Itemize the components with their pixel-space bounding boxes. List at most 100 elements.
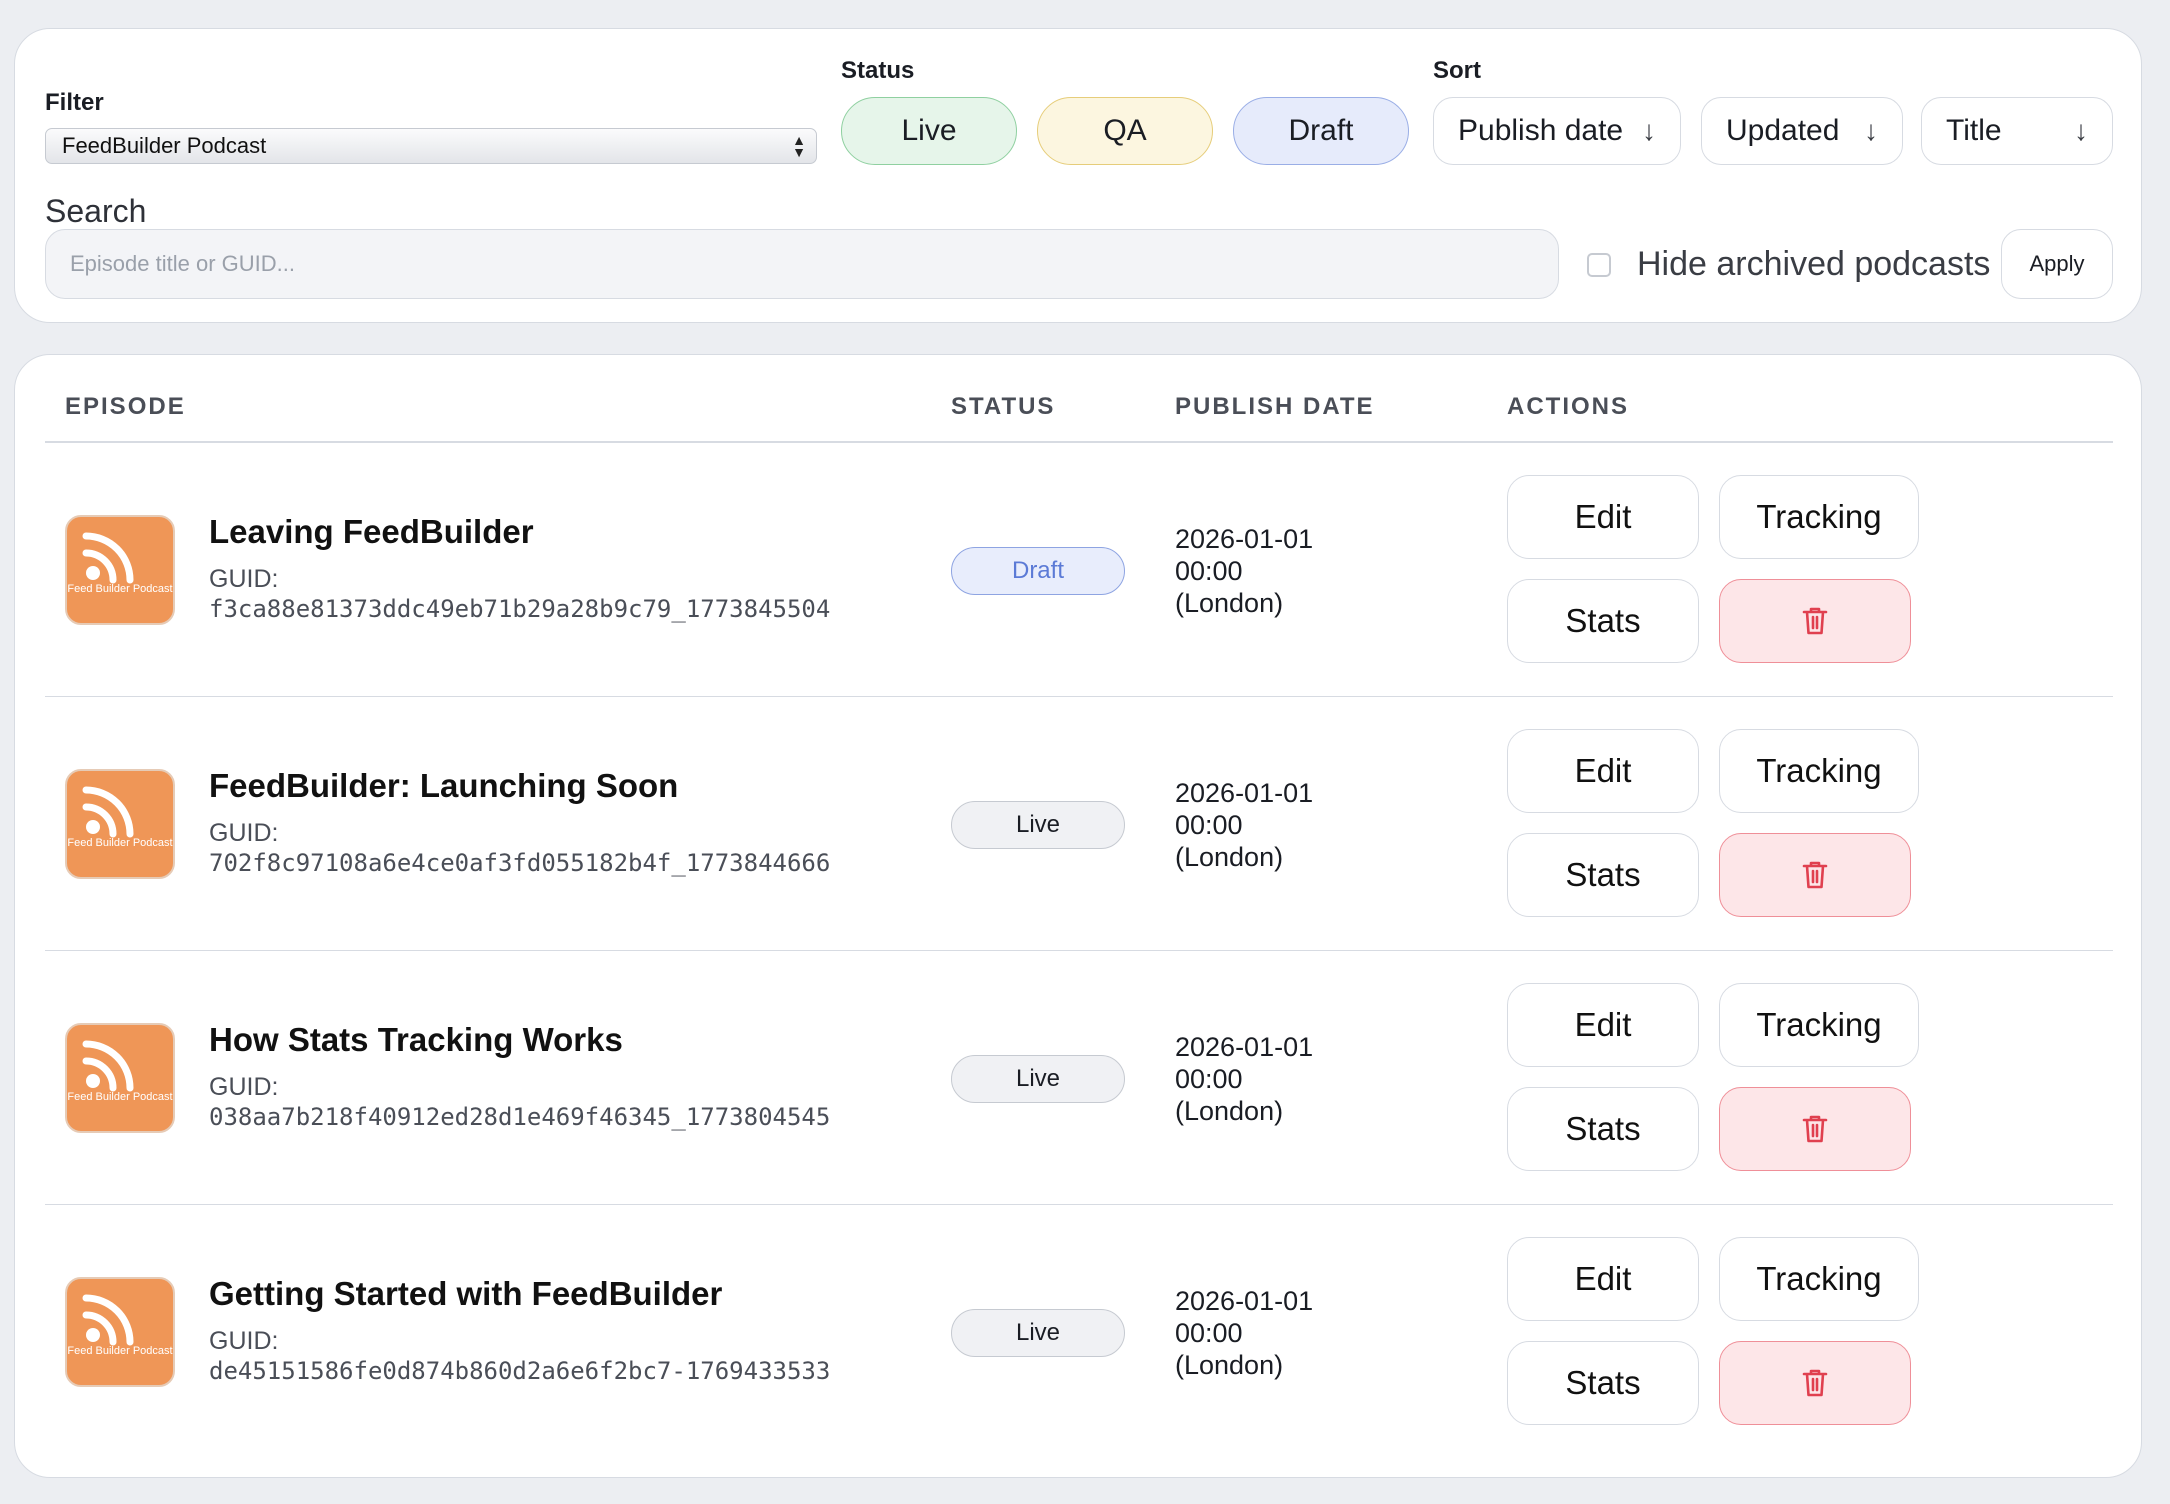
status-filter-draft[interactable]: Draft (1233, 97, 1409, 165)
delete-button[interactable] (1719, 579, 1911, 663)
sort-label: Sort (1433, 57, 1481, 84)
episode-title[interactable]: How Stats Tracking Works (209, 1021, 623, 1058)
thumbnail-caption: Feed Builder Podcast (67, 1091, 173, 1103)
status-filter-qa[interactable]: QA (1037, 97, 1213, 165)
publish-date-time: 00:00 (1175, 810, 1243, 840)
podcast-thumbnail: Feed Builder Podcast (65, 1277, 175, 1387)
episode-guid: f3ca88e81373ddc49eb71b29a28b9c79_1773845… (209, 595, 831, 623)
publish-date: 2026-01-01 00:00 (London) (1175, 1285, 1313, 1381)
column-header-episode: EPISODE (65, 393, 186, 420)
episode-guid: de45151586fe0d874b860d2a6e6f2bc7-1769433… (209, 1357, 831, 1385)
filter-panel: Filter FeedBuilder Podcast ▲ ▼ Status Liv… (14, 28, 2142, 323)
podcast-thumbnail: Feed Builder Podcast (65, 515, 175, 625)
column-header-status: STATUS (951, 393, 1056, 420)
guid-label: GUID: (209, 565, 279, 593)
rss-icon (82, 532, 134, 584)
episode-title[interactable]: FeedBuilder: Launching Soon (209, 767, 679, 804)
filter-label: Filter (45, 89, 104, 116)
thumbnail-caption: Feed Builder Podcast (67, 583, 173, 595)
select-arrows-icon: ▲ ▼ (792, 132, 806, 160)
episodes-table: EPISODE STATUS PUBLISH DATE ACTIONS Feed… (14, 354, 2142, 1478)
sort-title-label: Title (1946, 114, 2002, 147)
trash-icon (1802, 861, 1828, 889)
publish-date: 2026-01-01 00:00 (London) (1175, 1031, 1313, 1127)
rss-icon (82, 1294, 134, 1346)
thumbnail-caption: Feed Builder Podcast (67, 1345, 173, 1357)
apply-button[interactable]: Apply (2001, 229, 2113, 299)
guid-label: GUID: (209, 1327, 279, 1355)
publish-date-time: 00:00 (1175, 1318, 1243, 1348)
publish-date-time: 00:00 (1175, 556, 1243, 586)
publish-date-timezone: (London) (1175, 588, 1284, 618)
episode-title[interactable]: Leaving FeedBuilder (209, 513, 534, 550)
hide-archived-label: Hide archived podcasts (1637, 245, 1991, 283)
table-row: Feed Builder Podcast Getting Started wit… (45, 1205, 2113, 1459)
podcast-select[interactable]: FeedBuilder Podcast ▲ ▼ (45, 128, 817, 164)
row-divider (45, 949, 2113, 951)
publish-date-day: 2026-01-01 (1175, 1032, 1314, 1062)
publish-date-timezone: (London) (1175, 842, 1284, 872)
publish-date-day: 2026-01-01 (1175, 524, 1314, 554)
row-divider (45, 695, 2113, 697)
trash-icon (1802, 607, 1828, 635)
sort-title-button[interactable]: Title ↓ (1921, 97, 2113, 165)
rss-icon (82, 786, 134, 838)
episode-guid: 038aa7b218f40912ed28d1e469f46345_1773804… (209, 1103, 831, 1131)
stats-button[interactable]: Stats (1507, 1087, 1699, 1171)
thumbnail-caption: Feed Builder Podcast (67, 837, 173, 849)
publish-date-timezone: (London) (1175, 1350, 1284, 1380)
sort-publish-date-label: Publish date (1458, 114, 1624, 147)
delete-button[interactable] (1719, 833, 1911, 917)
edit-button[interactable]: Edit (1507, 475, 1699, 559)
edit-button[interactable]: Edit (1507, 729, 1699, 813)
episode-guid: 702f8c97108a6e4ce0af3fd055182b4f_1773844… (209, 849, 831, 877)
arrow-down-icon: ↓ (2074, 115, 2088, 146)
tracking-button[interactable]: Tracking (1719, 1237, 1919, 1321)
edit-button[interactable]: Edit (1507, 1237, 1699, 1321)
tracking-button[interactable]: Tracking (1719, 475, 1919, 559)
publish-date: 2026-01-01 00:00 (London) (1175, 777, 1313, 873)
status-badge: Live (951, 1055, 1125, 1103)
stats-button[interactable]: Stats (1507, 579, 1699, 663)
sort-updated-button[interactable]: Updated ↓ (1701, 97, 1903, 165)
publish-date-time: 00:00 (1175, 1064, 1243, 1094)
hide-archived-checkbox[interactable] (1587, 253, 1611, 277)
status-badge: Live (951, 801, 1125, 849)
episode-title[interactable]: Getting Started with FeedBuilder (209, 1275, 723, 1312)
status-label: Status (841, 57, 915, 84)
column-header-actions: ACTIONS (1507, 393, 1629, 420)
publish-date-timezone: (London) (1175, 1096, 1284, 1126)
guid-label: GUID: (209, 1073, 279, 1101)
stats-button[interactable]: Stats (1507, 1341, 1699, 1425)
tracking-button[interactable]: Tracking (1719, 729, 1919, 813)
stats-button[interactable]: Stats (1507, 833, 1699, 917)
podcast-select-value: FeedBuilder Podcast (62, 133, 267, 158)
search-input[interactable] (45, 229, 1559, 299)
arrow-down-icon: ↓ (1864, 115, 1878, 146)
tracking-button[interactable]: Tracking (1719, 983, 1919, 1067)
guid-label: GUID: (209, 819, 279, 847)
podcast-thumbnail: Feed Builder Podcast (65, 769, 175, 879)
publish-date-day: 2026-01-01 (1175, 1286, 1314, 1316)
publish-date-day: 2026-01-01 (1175, 778, 1314, 808)
table-row: Feed Builder Podcast How Stats Tracking … (45, 951, 2113, 1205)
search-label: Search (45, 193, 147, 229)
edit-button[interactable]: Edit (1507, 983, 1699, 1067)
header-divider (45, 441, 2113, 443)
delete-button[interactable] (1719, 1087, 1911, 1171)
table-row: Feed Builder Podcast Leaving FeedBuilder… (45, 443, 2113, 697)
column-header-publish-date: PUBLISH DATE (1175, 393, 1375, 420)
rss-icon (82, 1040, 134, 1092)
publish-date: 2026-01-01 00:00 (London) (1175, 523, 1313, 619)
sort-publish-date-button[interactable]: Publish date ↓ (1433, 97, 1681, 165)
status-badge: Live (951, 1309, 1125, 1357)
delete-button[interactable] (1719, 1341, 1911, 1425)
trash-icon (1802, 1115, 1828, 1143)
status-badge: Draft (951, 547, 1125, 595)
trash-icon (1802, 1369, 1828, 1397)
sort-updated-label: Updated (1726, 114, 1840, 147)
podcast-thumbnail: Feed Builder Podcast (65, 1023, 175, 1133)
table-row: Feed Builder Podcast FeedBuilder: Launch… (45, 697, 2113, 951)
status-filter-live[interactable]: Live (841, 97, 1017, 165)
row-divider (45, 1203, 2113, 1205)
